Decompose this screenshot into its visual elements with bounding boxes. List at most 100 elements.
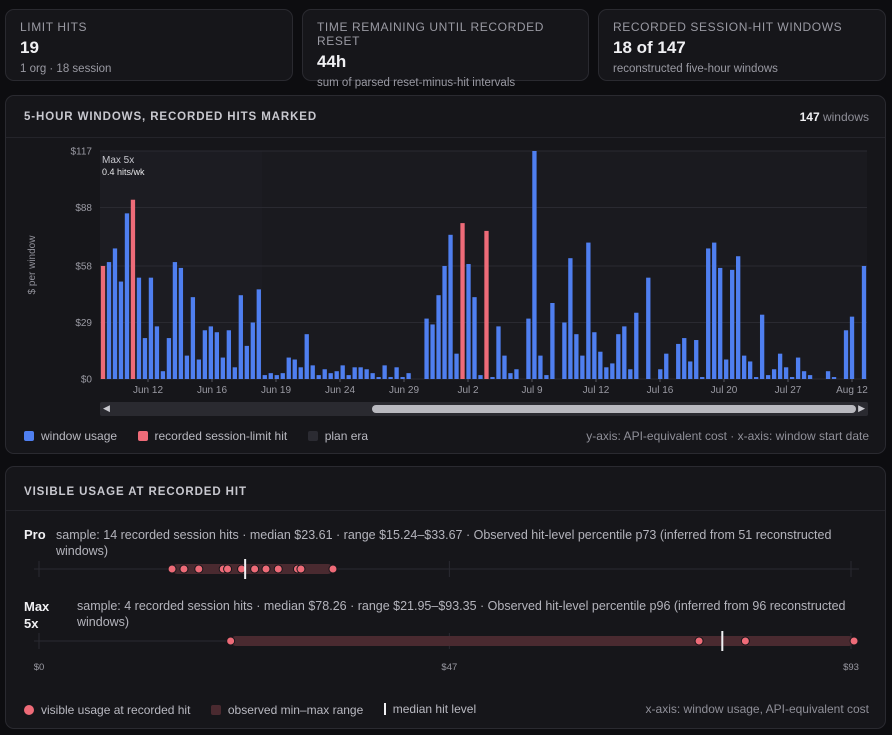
legend-swatch (24, 705, 34, 715)
usage-bar (436, 295, 441, 379)
usage-bar (358, 367, 363, 379)
x-tick-label: Jun 16 (197, 385, 227, 396)
usage-bar (478, 375, 483, 379)
panel-divider (6, 510, 885, 511)
usage-bar (718, 267, 723, 379)
usage-bar (508, 373, 513, 379)
stat-sub: sum of parsed reset-minus-hit intervals (317, 77, 516, 89)
usage-bar (490, 377, 495, 379)
usage-bar (532, 151, 537, 379)
usage-bar (166, 338, 172, 379)
stat-card-limit-hits: LIMIT HITS 19 1 org · 18 session (5, 9, 293, 81)
usage-bar (568, 258, 573, 379)
usage-bar (106, 262, 112, 379)
usage-bar (496, 326, 501, 379)
usage-bar (765, 375, 771, 379)
windows-count: 147 windows (800, 110, 869, 124)
usage-bar (706, 248, 711, 379)
usage-bar (538, 355, 543, 379)
stat-card-session-hit-windows: RECORDED SESSION-HIT WINDOWS 18 of 147 r… (598, 9, 886, 81)
hit-bar (100, 265, 106, 379)
scrollbar-thumb[interactable] (372, 405, 856, 413)
usage-bar (220, 357, 225, 379)
usage-bar (226, 330, 231, 379)
usage-bar (262, 375, 267, 379)
usage-bar (610, 363, 615, 379)
usage-bar (304, 334, 309, 379)
usage-bar (388, 377, 393, 379)
stat-value: 19 (20, 38, 39, 57)
usage-bar (382, 365, 387, 379)
usage-bar (298, 367, 303, 379)
usage-bar (190, 297, 196, 379)
y-tick-label: $88 (75, 203, 92, 214)
stat-value: 44h (317, 52, 347, 71)
usage-bar (759, 314, 765, 379)
hit-point (194, 564, 204, 574)
x-tick-label: Jun 19 (261, 385, 291, 396)
row-label-max5x: Max 5x (24, 599, 50, 631)
usage-bar (142, 338, 148, 379)
stat-label: TIME REMAINING UNTIL RECORDED RESET (317, 20, 544, 48)
panel-divider (6, 137, 885, 138)
usage-bar (562, 322, 567, 379)
x-tick-label: Jul 12 (583, 385, 610, 396)
legend-median-label: median hit level (392, 702, 477, 716)
usage-bar (724, 359, 729, 379)
stat-value: 18 of 147 (613, 38, 686, 57)
scroll-left-icon[interactable]: ◀ (103, 403, 110, 413)
usage-bar (795, 357, 801, 379)
usage-bar (196, 359, 202, 379)
hit-point (328, 564, 338, 574)
legend-hit: recorded session-limit hit (137, 429, 287, 443)
scroll-right-icon[interactable]: ▶ (858, 403, 865, 413)
legend-point-label: visible usage at recorded hit (41, 703, 191, 717)
usage-bar (340, 365, 345, 379)
usage-bar (664, 353, 669, 379)
usage-bar (178, 267, 184, 379)
usage-bar (370, 373, 375, 379)
usage-bar (861, 265, 867, 379)
usage-bar (730, 269, 735, 379)
usage-bar (676, 343, 681, 379)
x-tick-label: Jul 27 (775, 385, 802, 396)
usage-bar (424, 318, 429, 379)
hit-point (179, 564, 189, 574)
usage-bar (346, 375, 351, 379)
legend-usage: window usage (24, 429, 117, 443)
hit-bar (460, 223, 465, 379)
usage-bar (238, 295, 243, 379)
usage-bar (292, 359, 297, 379)
usage-bar (448, 234, 453, 379)
legend-point: visible usage at recorded hit (24, 703, 190, 717)
hit-point (223, 564, 233, 574)
usage-bar (658, 369, 663, 379)
usage-bar (364, 369, 369, 379)
usage-bar (160, 371, 166, 379)
y-axis-label: $ per window (27, 235, 38, 295)
hit-point (250, 564, 260, 574)
usage-bar (580, 355, 585, 379)
usage-bar (268, 373, 273, 379)
usage-bar (172, 262, 178, 379)
range-legend: visible usage at recorded hit observed m… (24, 702, 492, 720)
chart-axes-note: y-axis: API-equivalent cost · x-axis: wi… (586, 429, 869, 443)
usage-bar (232, 367, 237, 379)
chart-scrollbar[interactable]: ◀ ▶ (100, 402, 868, 416)
usage-bar (526, 318, 531, 379)
usage-bar (334, 371, 339, 379)
usage-bar (118, 281, 124, 379)
usage-bar (430, 324, 435, 379)
usage-bar (807, 375, 813, 379)
usage-bar (502, 355, 507, 379)
windows-count-unit: windows (822, 110, 869, 124)
legend-swatch (307, 431, 318, 441)
usage-bar (688, 361, 693, 379)
usage-bar (700, 377, 705, 379)
usage-bar (202, 330, 208, 379)
usage-bar (316, 375, 321, 379)
usage-bar (622, 326, 627, 379)
usage-bar (124, 213, 130, 379)
range-axes-note: x-axis: window usage, API-equivalent cos… (645, 702, 869, 716)
visible-usage-panel: VISIBLE USAGE AT RECORDED HIT Pro sample… (5, 466, 886, 729)
